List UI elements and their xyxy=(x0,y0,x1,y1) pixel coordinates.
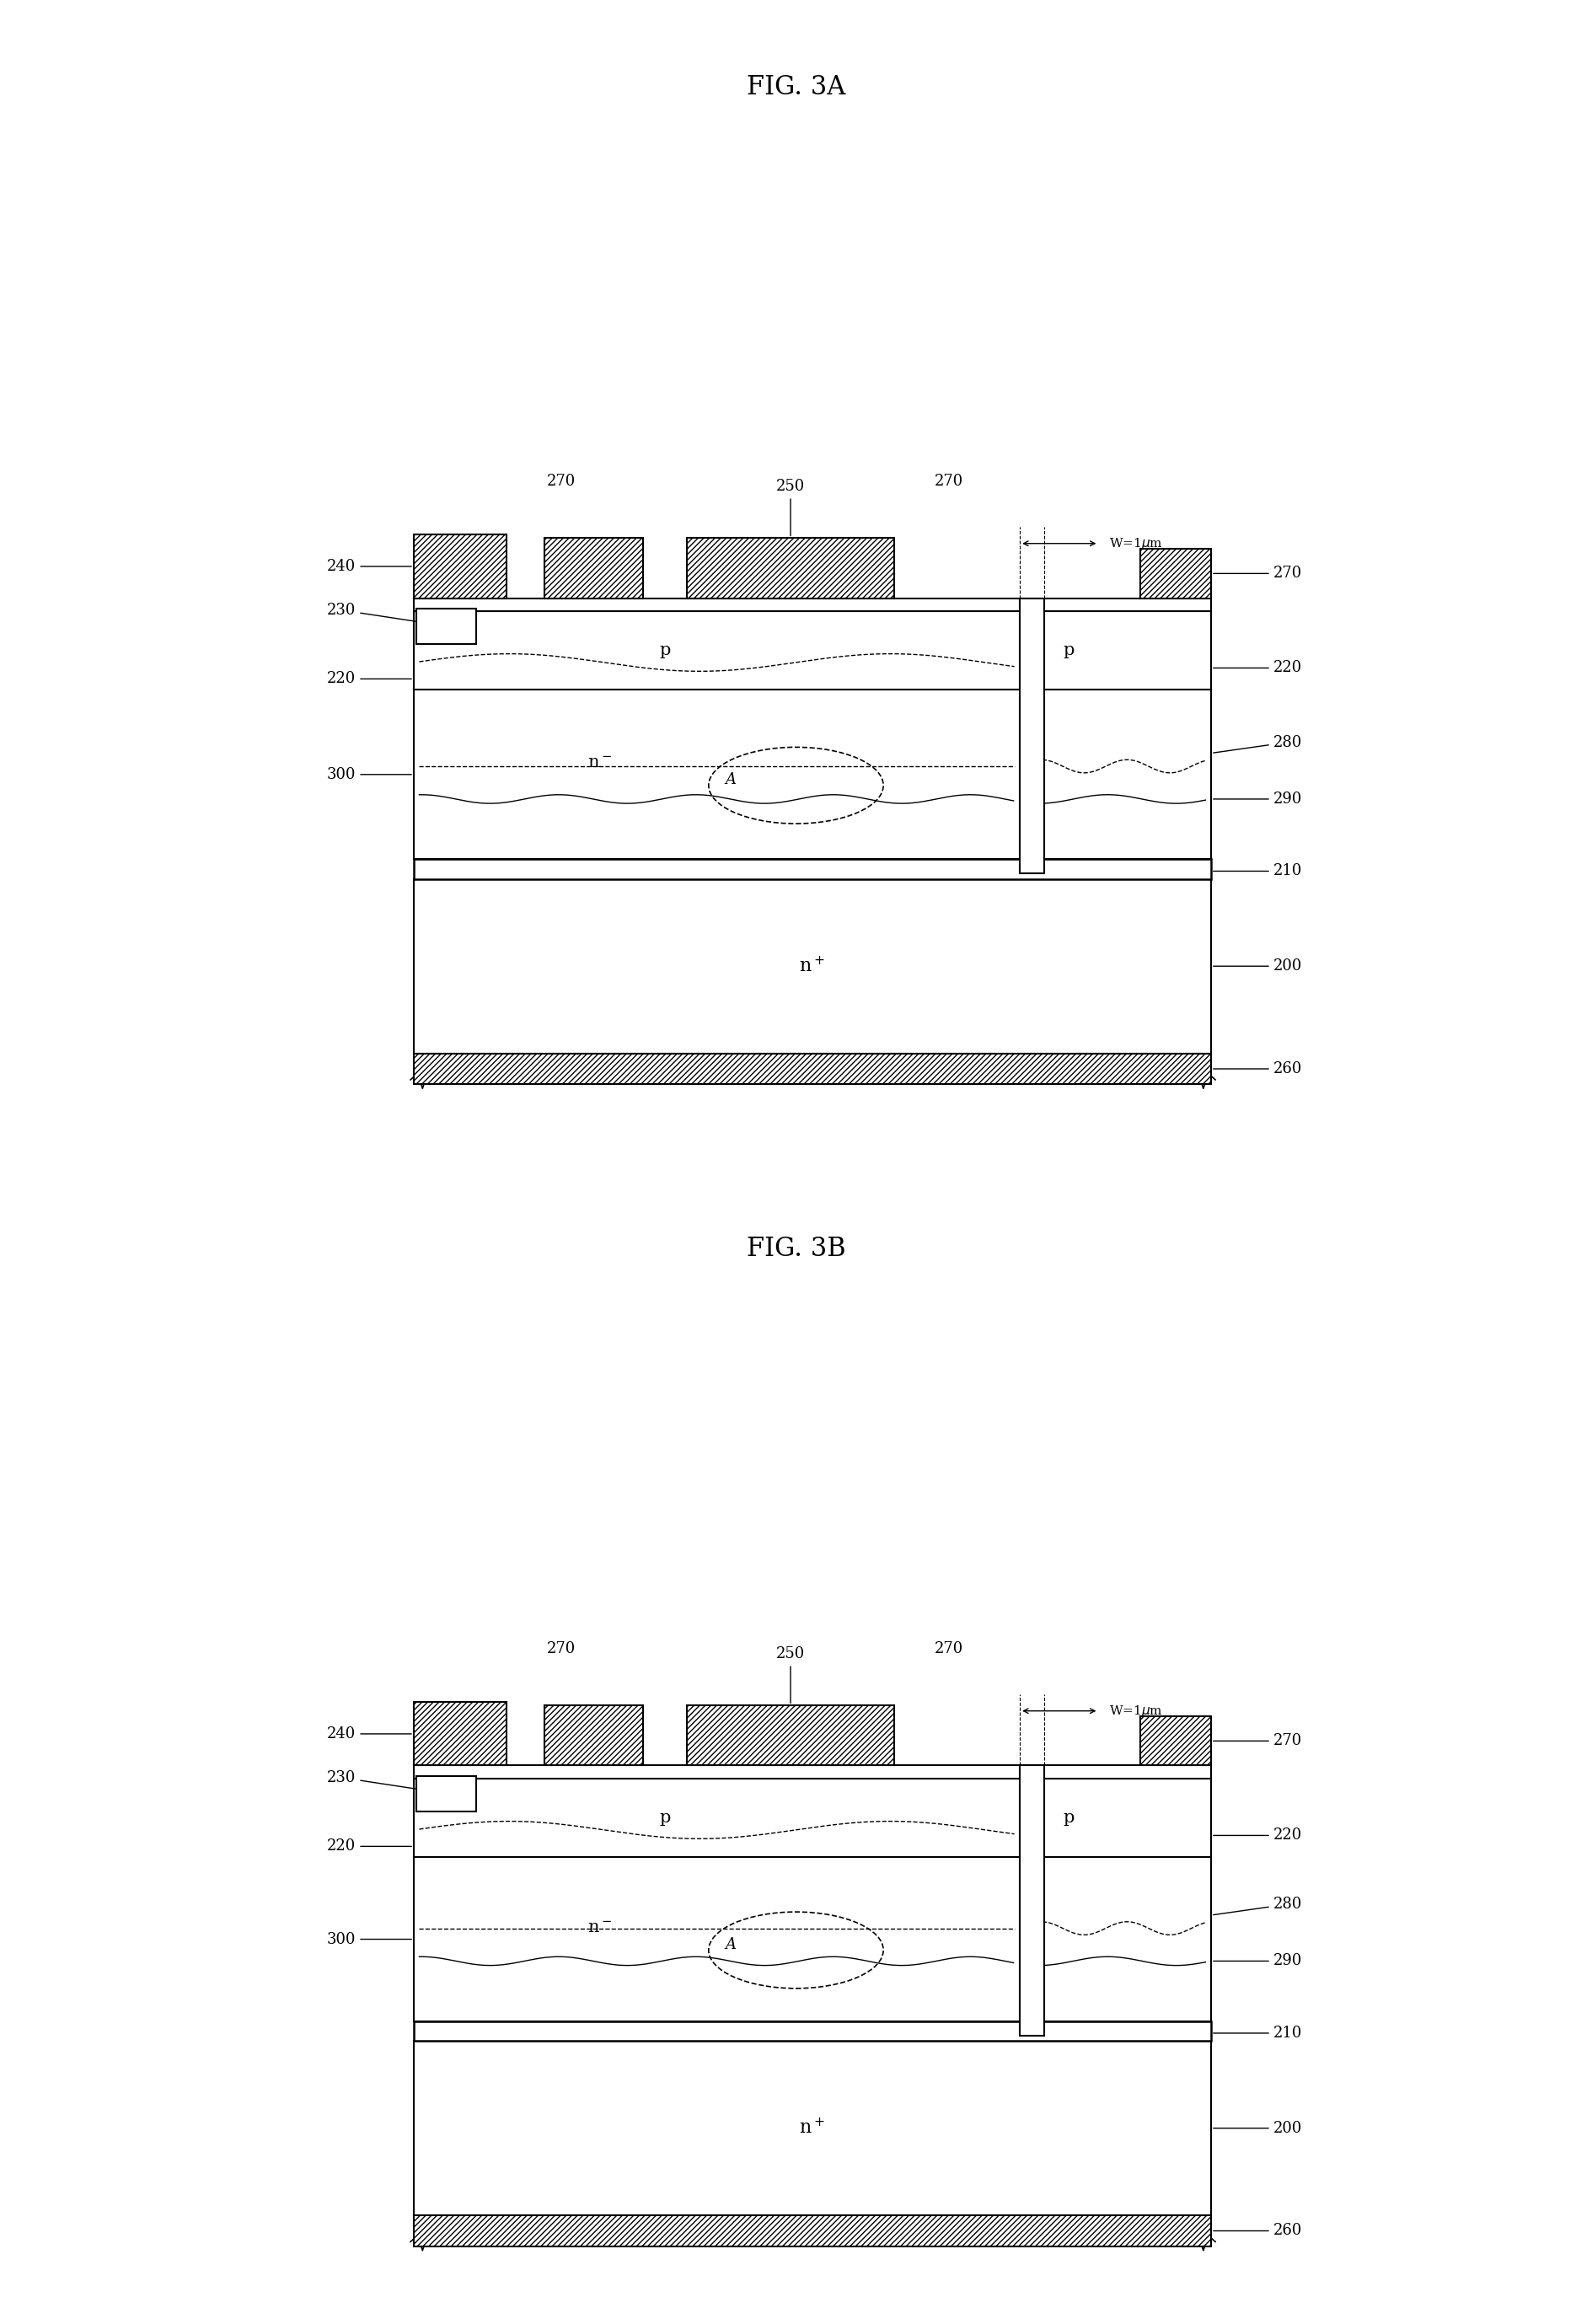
Bar xyxy=(414,1857,1212,2022)
Bar xyxy=(1140,548,1212,597)
Text: p: p xyxy=(1063,641,1075,658)
Text: 260: 260 xyxy=(1213,1062,1302,1076)
Bar xyxy=(416,1776,476,1810)
Bar xyxy=(414,2215,1212,2245)
Bar xyxy=(1140,1717,1212,1766)
Text: 290: 290 xyxy=(1213,792,1302,806)
Text: 270: 270 xyxy=(546,474,576,488)
Text: W=1$\mu$m: W=1$\mu$m xyxy=(1110,1703,1164,1717)
Bar xyxy=(414,690,1212,860)
Text: 240: 240 xyxy=(326,1727,411,1741)
Bar xyxy=(414,1766,1212,1778)
Text: W=1$\mu$m: W=1$\mu$m xyxy=(1110,537,1164,551)
Text: A: A xyxy=(724,772,736,788)
Text: n$^-$: n$^-$ xyxy=(587,1920,611,1936)
Bar xyxy=(414,597,1212,611)
Text: 280: 280 xyxy=(1213,734,1302,753)
Text: 270: 270 xyxy=(546,1641,576,1657)
Bar xyxy=(414,2022,1212,2040)
Bar xyxy=(414,2040,1212,2215)
Text: FIG. 3B: FIG. 3B xyxy=(747,1236,845,1262)
Text: A: A xyxy=(724,1938,736,1952)
Text: 200: 200 xyxy=(1213,957,1302,974)
Text: n$^+$: n$^+$ xyxy=(438,1787,454,1801)
Text: 270: 270 xyxy=(1213,567,1302,581)
Text: 300: 300 xyxy=(326,1931,411,1948)
Text: 240: 240 xyxy=(326,558,411,574)
Bar xyxy=(414,1053,1212,1083)
Text: 300: 300 xyxy=(326,767,411,783)
Text: 210: 210 xyxy=(1213,865,1302,878)
Text: 210: 210 xyxy=(1213,2027,1302,2040)
Text: 270: 270 xyxy=(935,474,963,488)
Text: 260: 260 xyxy=(1213,2224,1302,2238)
Text: 290: 290 xyxy=(1213,1954,1302,1968)
Bar xyxy=(1020,1766,1044,2036)
Bar xyxy=(414,1701,506,1766)
Text: 220: 220 xyxy=(326,1838,411,1855)
Text: 250: 250 xyxy=(777,1648,806,1703)
Text: 280: 280 xyxy=(1213,1896,1302,1915)
Bar xyxy=(1020,597,1044,874)
Text: 250: 250 xyxy=(777,479,806,535)
Bar xyxy=(414,611,1212,690)
Text: p: p xyxy=(659,1810,670,1827)
Text: n$^+$: n$^+$ xyxy=(799,957,825,976)
Text: p: p xyxy=(659,641,670,658)
Bar xyxy=(414,878,1212,1053)
Bar xyxy=(414,860,1212,878)
Text: 230: 230 xyxy=(326,1771,447,1794)
Bar xyxy=(414,535,506,597)
Text: n$^+$: n$^+$ xyxy=(438,621,454,632)
Text: 220: 220 xyxy=(326,672,411,686)
Text: 200: 200 xyxy=(1213,2119,1302,2136)
Text: 220: 220 xyxy=(1213,1829,1302,1843)
Bar xyxy=(686,1706,895,1766)
Text: n$^-$: n$^-$ xyxy=(587,755,611,772)
Text: 230: 230 xyxy=(326,602,447,625)
Text: n$^+$: n$^+$ xyxy=(799,2119,825,2138)
Text: p: p xyxy=(1063,1810,1075,1827)
Text: 270: 270 xyxy=(935,1641,963,1657)
Bar xyxy=(686,539,895,597)
Bar xyxy=(416,609,476,644)
Text: 220: 220 xyxy=(1213,660,1302,676)
Text: FIG. 3A: FIG. 3A xyxy=(747,74,845,100)
Bar xyxy=(544,1706,643,1766)
Bar xyxy=(414,1778,1212,1857)
Text: 270: 270 xyxy=(1213,1734,1302,1748)
Bar xyxy=(544,539,643,597)
